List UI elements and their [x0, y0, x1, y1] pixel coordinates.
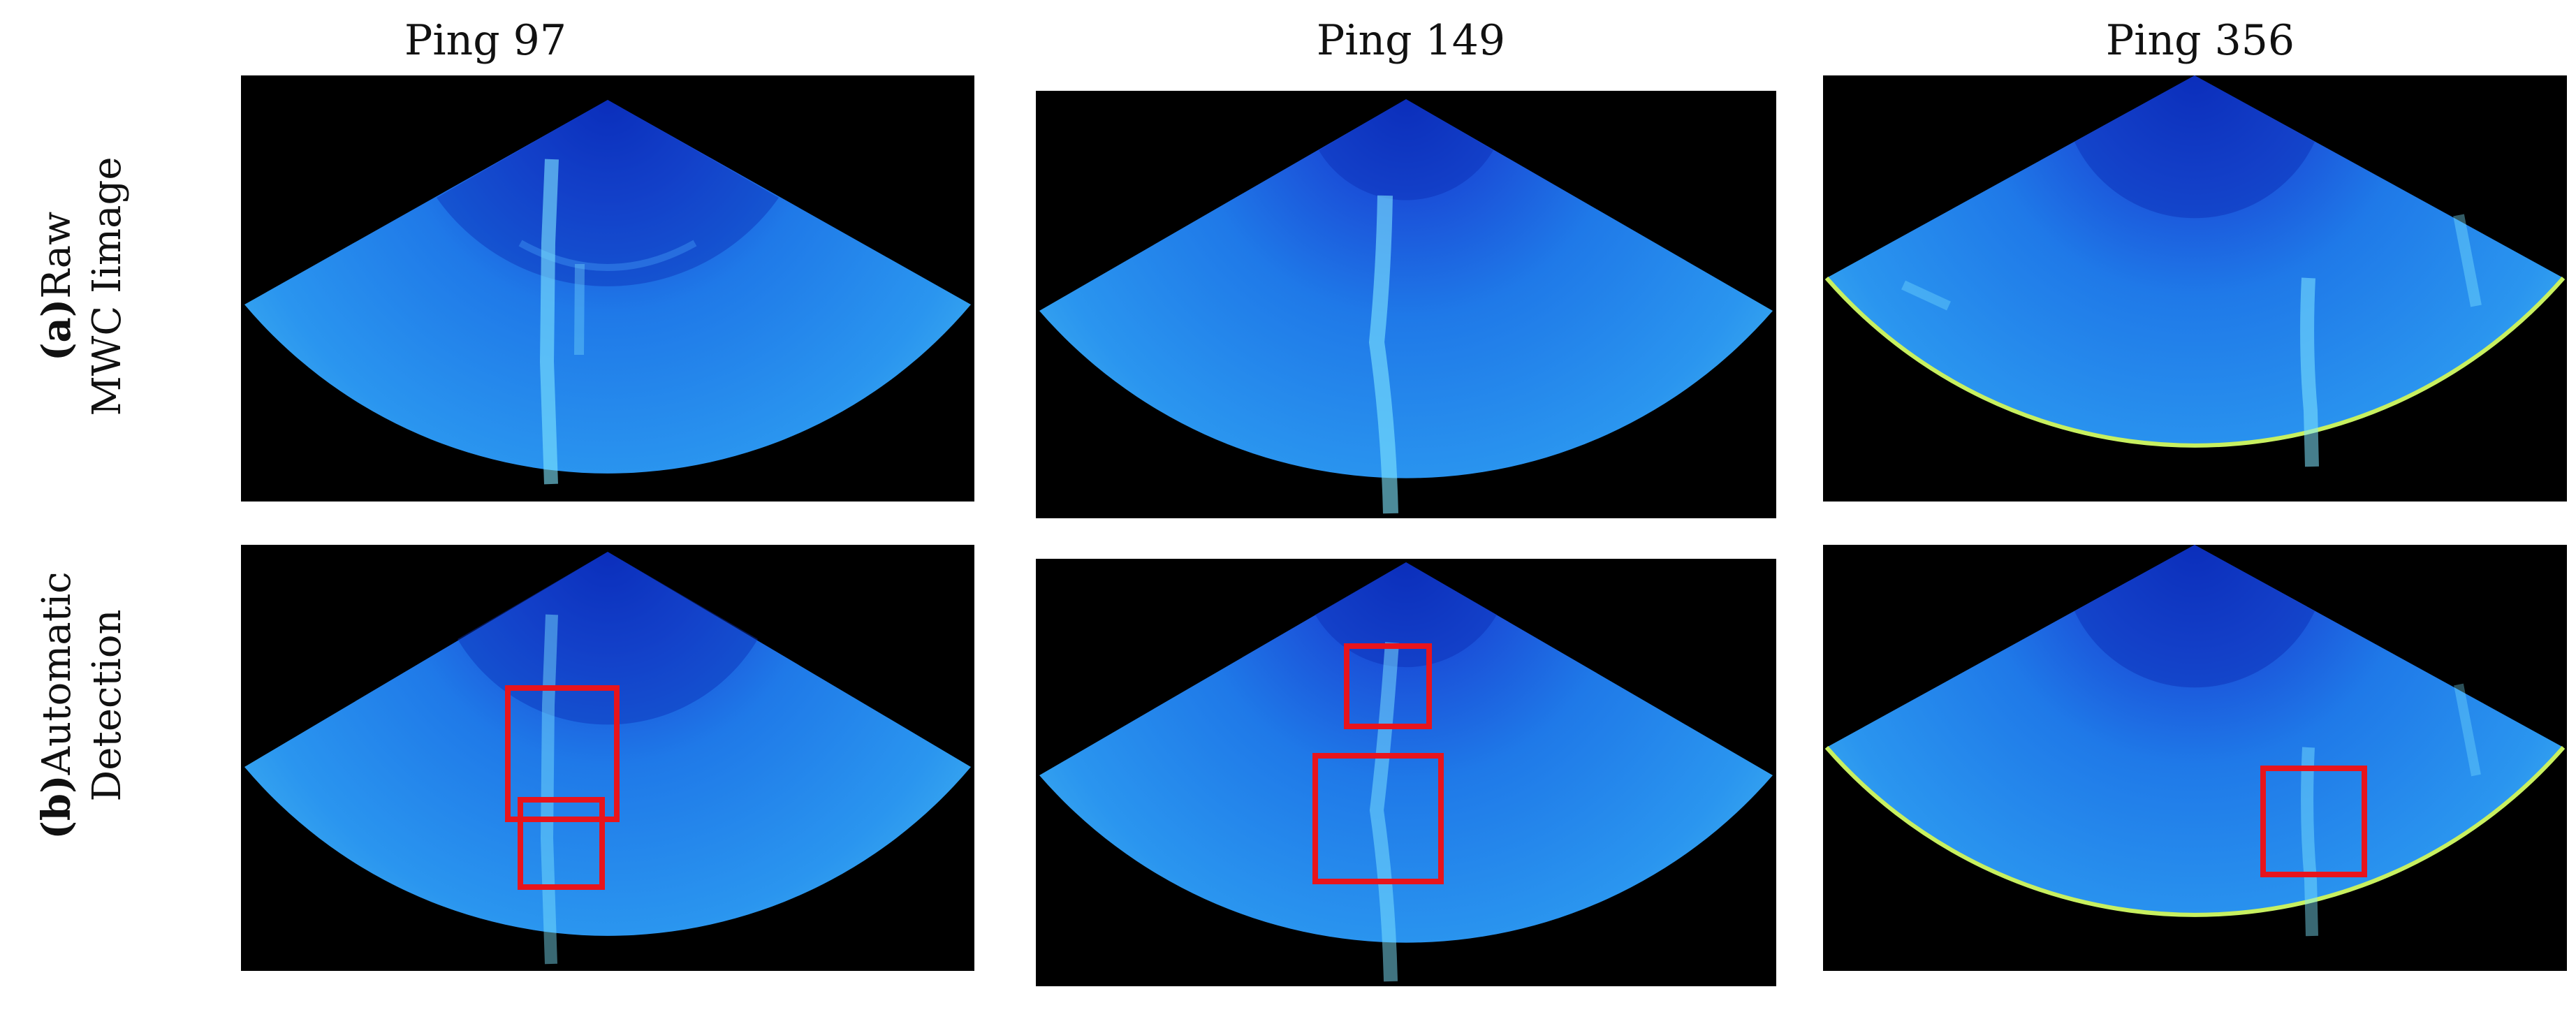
row-label-line1: Raw — [34, 211, 80, 299]
detection-box — [1312, 753, 1444, 884]
mwc-image-ping-356-raw — [1823, 75, 2567, 502]
detection-box — [505, 685, 620, 822]
mwc-image-ping-149-raw — [1036, 91, 1776, 518]
column-title-ping-356: Ping 356 — [2105, 16, 2295, 65]
detection-box — [2260, 766, 2367, 877]
row-letter-a: (a) — [34, 298, 80, 362]
column-title-ping-149: Ping 149 — [1316, 16, 1506, 65]
detection-box — [1344, 643, 1432, 729]
row-letter-b: (b) — [34, 775, 80, 840]
column-title-ping-97: Ping 97 — [404, 16, 567, 65]
row-label-line2: MWC Iimage — [85, 156, 130, 416]
row-label-line1: Automatic — [34, 571, 80, 775]
mwc-image-ping-97-raw — [241, 75, 974, 502]
row-label-line2: Detection — [85, 609, 130, 802]
mwc-image-ping-149-detection — [1036, 559, 1776, 986]
row-label-raw-mwc-image: (a)Raw MWC Iimage — [31, 77, 150, 496]
detection-box — [518, 797, 605, 890]
mwc-image-ping-356-detection — [1823, 545, 2567, 971]
mwc-image-ping-97-detection — [241, 545, 974, 971]
row-label-automatic-detection: (b)Automatic Detection — [31, 496, 150, 915]
